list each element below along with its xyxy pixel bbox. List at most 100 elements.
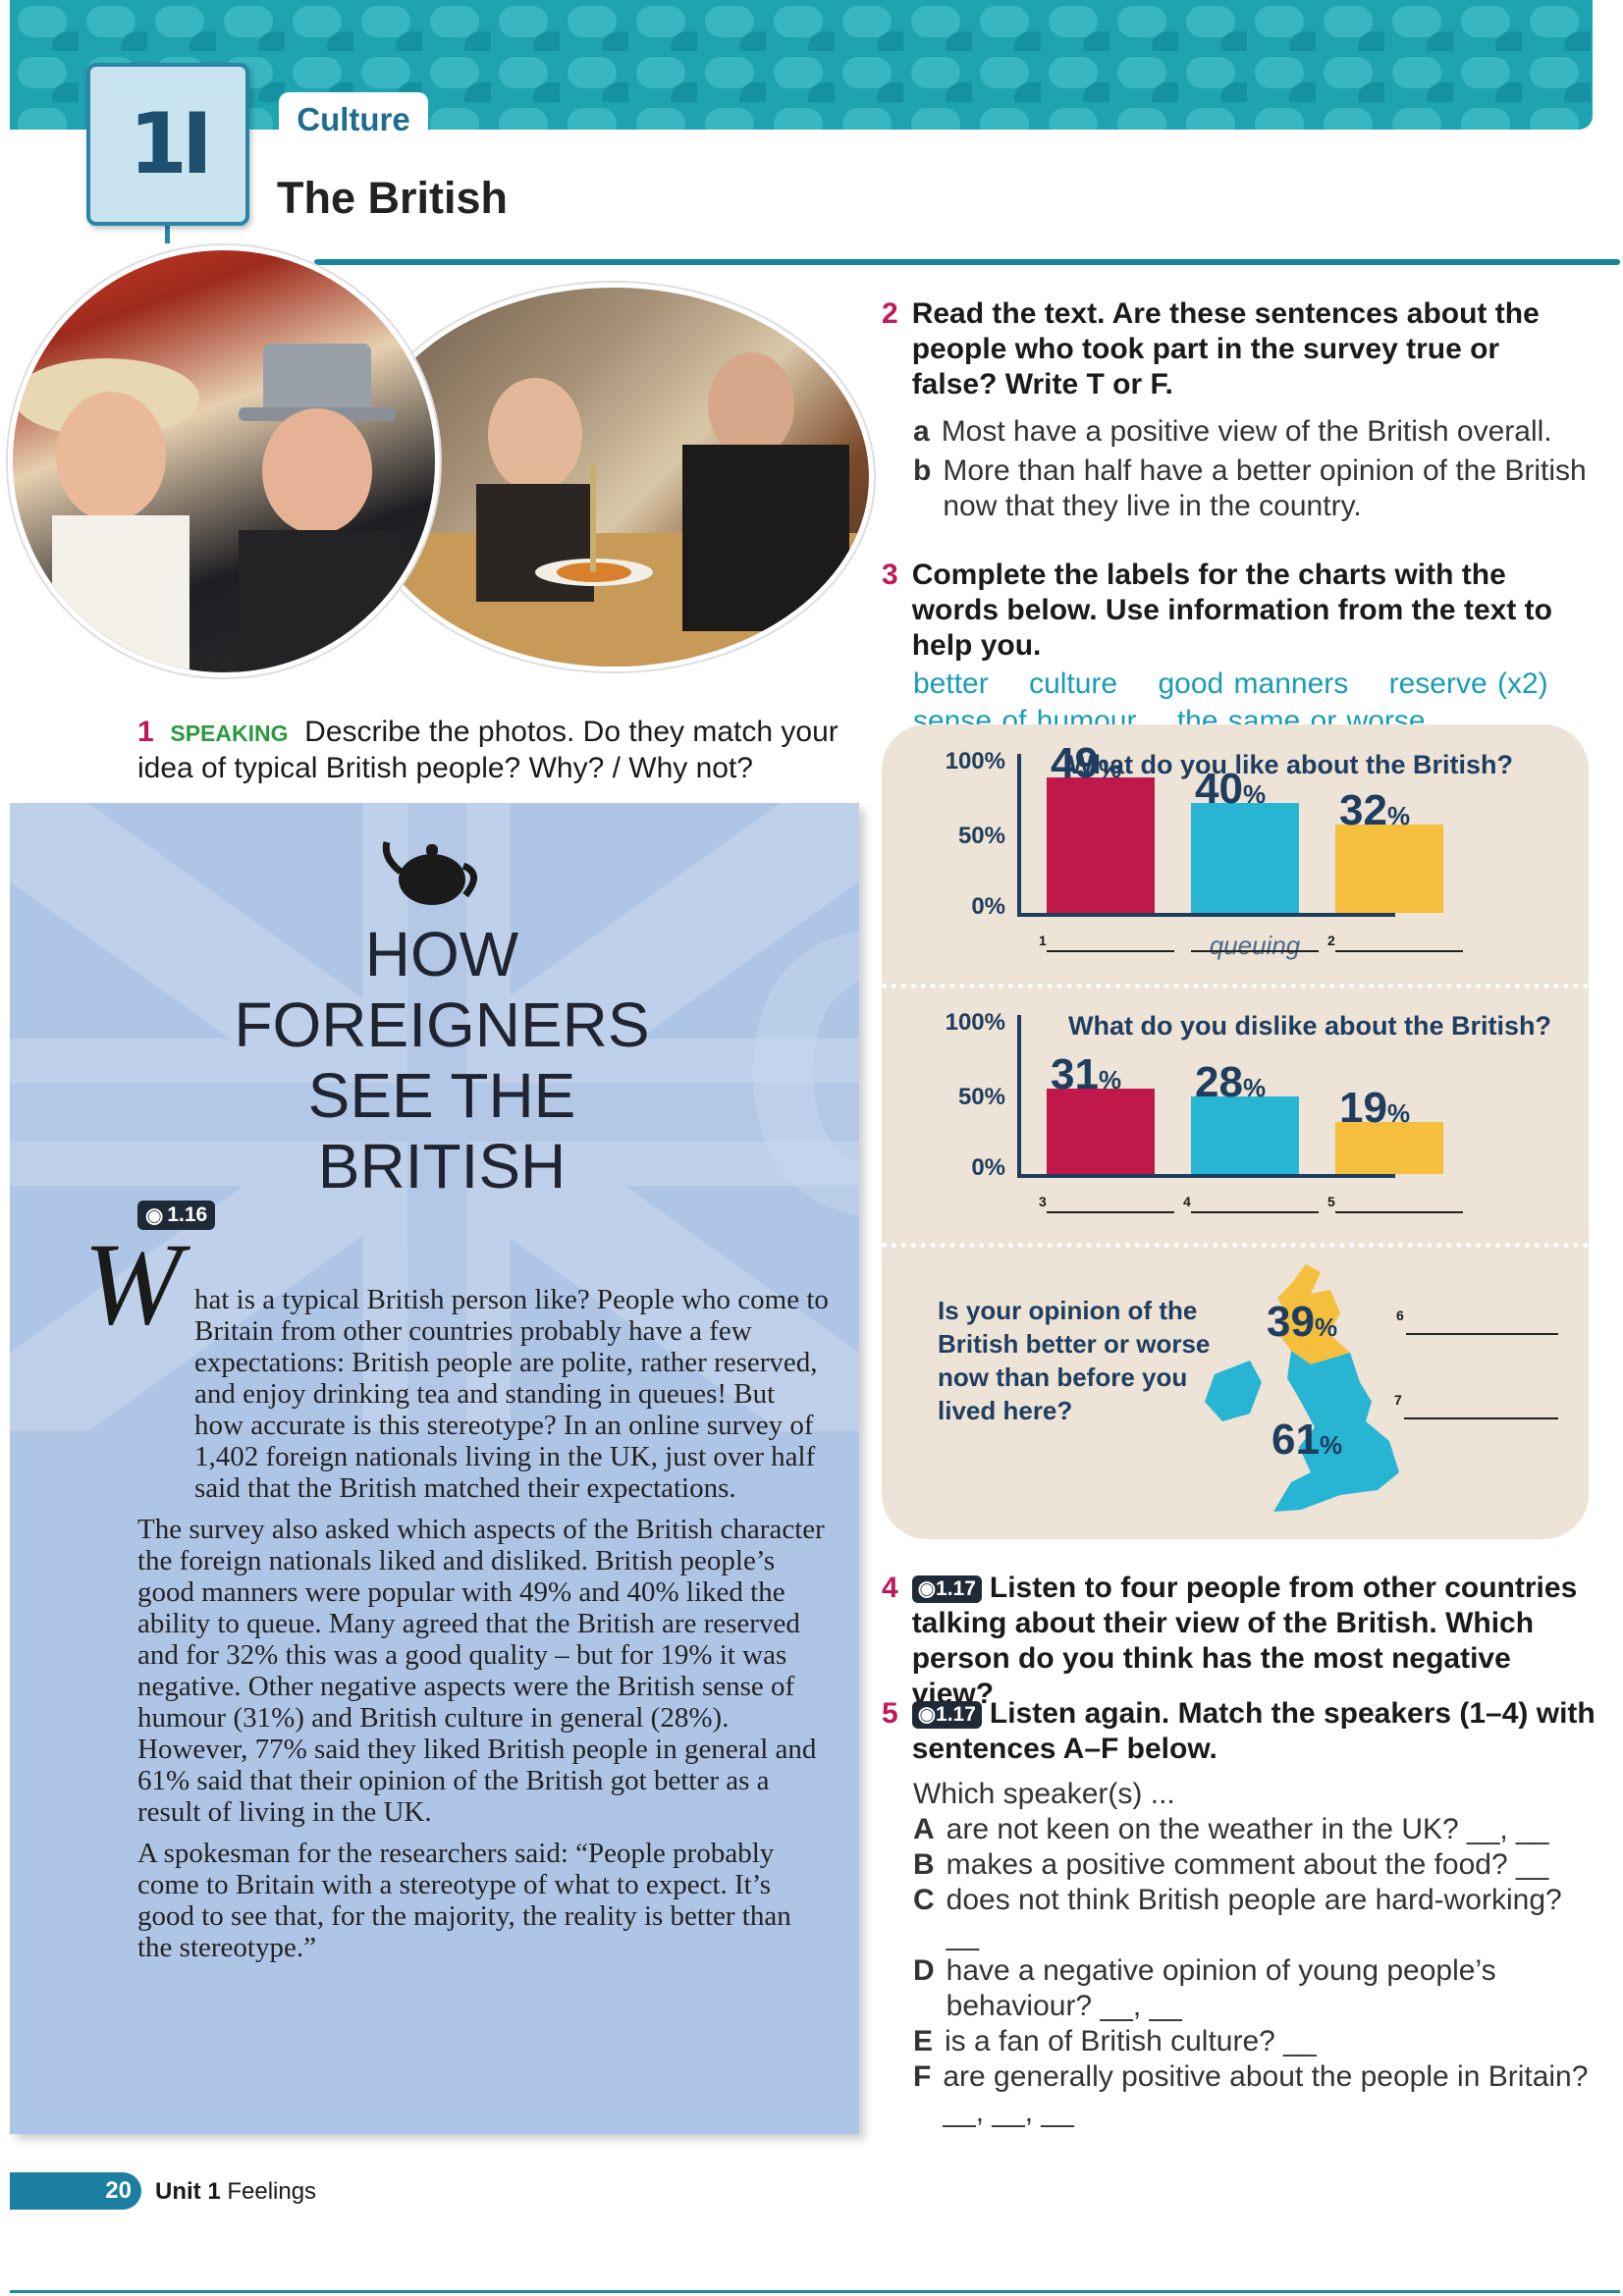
chart-divider bbox=[882, 984, 1589, 988]
value-number: 32 bbox=[1339, 786, 1387, 835]
chart-data-label: 49% bbox=[1051, 742, 1121, 790]
value-unit: % bbox=[1098, 754, 1122, 784]
reading-panel: G HOW FOREIGNERS SEE THE BRITISH ◉1.16 W bbox=[10, 803, 859, 2134]
exercise-3-instruction: Complete the labels for the charts with … bbox=[911, 559, 1552, 662]
header-banner bbox=[10, 0, 1593, 130]
value-unit: % bbox=[1319, 1430, 1343, 1460]
item-text: are generally positive about the people … bbox=[943, 2060, 1589, 2128]
audio-track-badge[interactable]: ◉ 1.17 bbox=[911, 1701, 982, 1729]
speaking-tag: SPEAKING bbox=[170, 721, 289, 746]
chart-bar bbox=[1047, 1088, 1155, 1174]
article-paragraph: A spokesman for the researchers said: “P… bbox=[137, 1838, 791, 1963]
exercise-1-text: Describe the photos. Do they match your … bbox=[137, 716, 839, 784]
item-text: More than half have a better opinion of … bbox=[943, 454, 1587, 522]
exercise-2: 2 Read the text. Are these sentences abo… bbox=[882, 296, 1589, 524]
value-number: 40 bbox=[1195, 764, 1243, 813]
chart-title: What do you like about the British? bbox=[1068, 750, 1514, 779]
item-letter: A bbox=[913, 1813, 935, 1845]
svg-text:G: G bbox=[736, 843, 859, 1304]
reading-title-line: HOW bbox=[364, 919, 519, 989]
answer-blank-7[interactable] bbox=[1404, 1398, 1558, 1419]
chart-data-label: 40% bbox=[1195, 764, 1267, 816]
chart-data-label: 31% bbox=[1051, 1049, 1121, 1101]
reading-title-line: SEE THE bbox=[307, 1060, 576, 1131]
unit-code-box: 1I bbox=[86, 63, 249, 226]
chart-y-tick-label: 0% bbox=[971, 893, 1005, 920]
footer-unit-title: Feelings bbox=[227, 2178, 317, 2205]
article-paragraph: hat is a typical British person like? Pe… bbox=[194, 1284, 829, 1504]
exercise-5: 5 ◉ 1.17 Listen again. Match the speakers … bbox=[882, 1696, 1598, 2130]
word-bank-item: reserve (x2) bbox=[1388, 667, 1548, 700]
exercise-3-number: 3 bbox=[882, 559, 898, 591]
item-letter: E bbox=[913, 2025, 934, 2057]
value-number: 28 bbox=[1195, 1058, 1243, 1107]
item-text: Most have a positive view of the British… bbox=[941, 415, 1552, 448]
exercise-2-item: b More than half have a better opinion of… bbox=[913, 454, 1589, 524]
answer-blank[interactable] bbox=[1047, 950, 1174, 952]
item-letter: F bbox=[913, 2060, 932, 2093]
lesson-title: The British bbox=[277, 173, 509, 223]
word-bank-item: better bbox=[913, 667, 989, 700]
answer-number: 6 bbox=[1396, 1308, 1404, 1323]
exercise-2-item: a Most have a positive view of the Britis… bbox=[913, 414, 1589, 450]
reading-title-line: FOREIGNERS bbox=[234, 989, 650, 1060]
headphones-icon: ◉ bbox=[917, 1703, 937, 1726]
answer-blank-6[interactable] bbox=[1406, 1313, 1558, 1335]
drop-cap: W bbox=[83, 1218, 182, 1349]
chart-category-number: 1 bbox=[1039, 933, 1047, 948]
chart-data-label: 19% bbox=[1339, 1083, 1410, 1135]
item-letter: a bbox=[913, 415, 930, 448]
exercise-5-lead: Which speaker(s) ... bbox=[913, 1778, 1175, 1810]
audio-track-number: 1.17 bbox=[936, 1703, 976, 1726]
map-value-better: 39% bbox=[1267, 1298, 1337, 1347]
value-unit: % bbox=[1242, 778, 1267, 809]
headphones-icon: ◉ bbox=[145, 1203, 164, 1227]
value-number: 31 bbox=[1051, 1049, 1099, 1098]
chart-bar bbox=[1191, 802, 1299, 913]
exercise-5-instruction: Listen again. Match the speakers (1–4) w… bbox=[911, 1697, 1596, 1765]
value-unit: % bbox=[1386, 801, 1411, 831]
header-background bbox=[10, 130, 1620, 259]
uk-map-chart bbox=[1205, 1264, 1399, 1512]
exercise-1-number: 1 bbox=[137, 716, 154, 748]
item-text: does not think British people are hard-w… bbox=[946, 1884, 1562, 1951]
value-number: 19 bbox=[1339, 1083, 1387, 1132]
exercise-3: 3 Complete the labels for the charts wit… bbox=[882, 558, 1589, 740]
chart-category-number: 5 bbox=[1327, 1194, 1335, 1209]
answer-blank[interactable] bbox=[1335, 950, 1463, 952]
exercise-1: 1 SPEAKING Describe the photos. Do they … bbox=[137, 715, 864, 786]
value-unit: % bbox=[1242, 1073, 1267, 1103]
audio-track-badge[interactable]: ◉ 1.16 bbox=[137, 1201, 216, 1230]
category-underline bbox=[1191, 950, 1319, 952]
unit-box-stem bbox=[165, 218, 170, 243]
headphones-icon: ◉ bbox=[917, 1577, 937, 1600]
photo-ascot-racegoers bbox=[8, 245, 440, 677]
exercise-4-number: 4 bbox=[882, 1572, 898, 1604]
chart-y-axis bbox=[1017, 754, 1021, 913]
answer-blank[interactable] bbox=[1191, 1211, 1319, 1213]
chart-x-axis bbox=[1017, 1174, 1395, 1178]
section-tab: Culture bbox=[279, 92, 428, 147]
answer-blank[interactable] bbox=[1335, 1211, 1463, 1213]
audio-track-badge[interactable]: ◉ 1.17 bbox=[911, 1575, 982, 1603]
racegoers-illustration bbox=[13, 344, 406, 672]
teapot-icon bbox=[382, 841, 477, 905]
chart-category-number: 2 bbox=[1327, 933, 1335, 948]
chart-likes: What do you like about the British? 100% 5… bbox=[882, 724, 1589, 984]
article-body: hat is a typical British person like? Pe… bbox=[137, 1284, 830, 1973]
chart-bar bbox=[1191, 1096, 1299, 1174]
header-rule bbox=[314, 259, 1620, 265]
answer-blank[interactable] bbox=[1047, 1211, 1174, 1213]
chart-bar bbox=[1335, 825, 1443, 913]
banner-pattern bbox=[10, 0, 1593, 130]
exercise-2-number: 2 bbox=[882, 297, 898, 330]
chart-y-tick-label: 100% bbox=[945, 1009, 1005, 1036]
chart-y-axis bbox=[1017, 1015, 1021, 1174]
chart-data-label: 28% bbox=[1195, 1061, 1266, 1109]
